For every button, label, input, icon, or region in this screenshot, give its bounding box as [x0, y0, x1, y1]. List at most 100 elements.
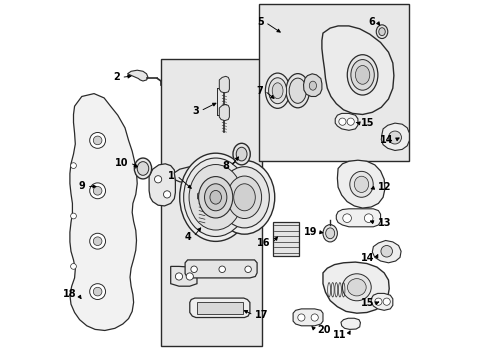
Text: 14: 14 — [380, 135, 393, 145]
Polygon shape — [321, 26, 393, 114]
Circle shape — [338, 118, 346, 125]
Polygon shape — [370, 293, 392, 310]
Circle shape — [364, 214, 372, 222]
Polygon shape — [149, 164, 175, 206]
Text: 2: 2 — [113, 72, 120, 82]
Text: 16: 16 — [257, 238, 270, 248]
Text: 20: 20 — [317, 325, 330, 336]
Polygon shape — [371, 240, 400, 263]
Text: 18: 18 — [62, 289, 76, 300]
Circle shape — [93, 237, 102, 246]
Text: 12: 12 — [377, 182, 390, 192]
Text: 9: 9 — [78, 181, 85, 192]
Ellipse shape — [346, 55, 377, 95]
Ellipse shape — [179, 153, 251, 242]
Circle shape — [70, 213, 76, 219]
Circle shape — [297, 314, 305, 321]
Circle shape — [93, 287, 102, 296]
Circle shape — [219, 266, 225, 273]
Ellipse shape — [134, 158, 151, 179]
Circle shape — [93, 136, 102, 145]
Ellipse shape — [378, 28, 385, 36]
Ellipse shape — [349, 171, 372, 197]
Polygon shape — [335, 113, 357, 130]
Ellipse shape — [288, 78, 306, 103]
Text: 10: 10 — [115, 158, 128, 168]
Circle shape — [89, 132, 105, 148]
Polygon shape — [381, 123, 408, 150]
Ellipse shape — [322, 225, 337, 242]
Polygon shape — [170, 266, 197, 286]
Circle shape — [89, 233, 105, 249]
Ellipse shape — [354, 176, 368, 192]
Text: 14: 14 — [360, 253, 373, 264]
Circle shape — [175, 273, 182, 280]
Bar — [273, 222, 299, 256]
Circle shape — [380, 246, 392, 257]
Polygon shape — [185, 260, 257, 278]
Text: 6: 6 — [367, 17, 374, 27]
Polygon shape — [127, 70, 148, 81]
Ellipse shape — [214, 161, 274, 234]
Polygon shape — [219, 104, 229, 121]
Circle shape — [93, 186, 102, 195]
Ellipse shape — [232, 143, 250, 165]
Circle shape — [70, 264, 76, 269]
Ellipse shape — [209, 190, 221, 204]
Circle shape — [244, 266, 251, 273]
Text: 15: 15 — [360, 118, 373, 128]
Text: 8: 8 — [222, 161, 228, 171]
Ellipse shape — [265, 73, 289, 108]
Polygon shape — [70, 94, 137, 330]
Polygon shape — [340, 318, 360, 329]
Ellipse shape — [227, 176, 261, 219]
Polygon shape — [174, 166, 215, 184]
Ellipse shape — [198, 177, 232, 218]
Ellipse shape — [350, 59, 373, 90]
Circle shape — [374, 298, 381, 305]
Circle shape — [310, 314, 318, 321]
Text: 1: 1 — [168, 171, 175, 181]
Polygon shape — [189, 298, 249, 318]
Ellipse shape — [219, 167, 269, 228]
Ellipse shape — [137, 162, 148, 175]
Circle shape — [186, 273, 193, 280]
Text: 5: 5 — [256, 17, 263, 27]
Ellipse shape — [285, 74, 309, 108]
Bar — [197, 302, 243, 314]
Text: 15: 15 — [360, 298, 373, 308]
Polygon shape — [219, 76, 229, 93]
Circle shape — [89, 284, 105, 300]
Ellipse shape — [347, 279, 366, 296]
Circle shape — [342, 214, 351, 222]
Text: 7: 7 — [256, 86, 263, 96]
Circle shape — [346, 118, 354, 125]
Ellipse shape — [189, 165, 242, 230]
Ellipse shape — [268, 78, 286, 104]
Circle shape — [154, 176, 162, 183]
Bar — [258, 4, 408, 161]
Circle shape — [387, 131, 401, 144]
Ellipse shape — [375, 25, 387, 39]
Polygon shape — [336, 209, 380, 227]
Circle shape — [163, 191, 170, 198]
Polygon shape — [337, 160, 384, 208]
Circle shape — [382, 298, 389, 305]
Text: 19: 19 — [304, 227, 317, 237]
Polygon shape — [322, 262, 388, 313]
Ellipse shape — [183, 158, 247, 237]
Ellipse shape — [236, 147, 246, 161]
Circle shape — [70, 163, 76, 168]
Ellipse shape — [309, 81, 316, 90]
Text: 3: 3 — [192, 106, 199, 116]
Ellipse shape — [325, 228, 334, 239]
Polygon shape — [197, 191, 206, 201]
Text: 17: 17 — [255, 310, 268, 320]
Text: 11: 11 — [332, 330, 346, 340]
Ellipse shape — [233, 184, 255, 211]
Circle shape — [89, 183, 105, 199]
Polygon shape — [292, 309, 322, 326]
Ellipse shape — [272, 83, 283, 99]
Text: 4: 4 — [184, 232, 191, 242]
Ellipse shape — [355, 66, 369, 84]
